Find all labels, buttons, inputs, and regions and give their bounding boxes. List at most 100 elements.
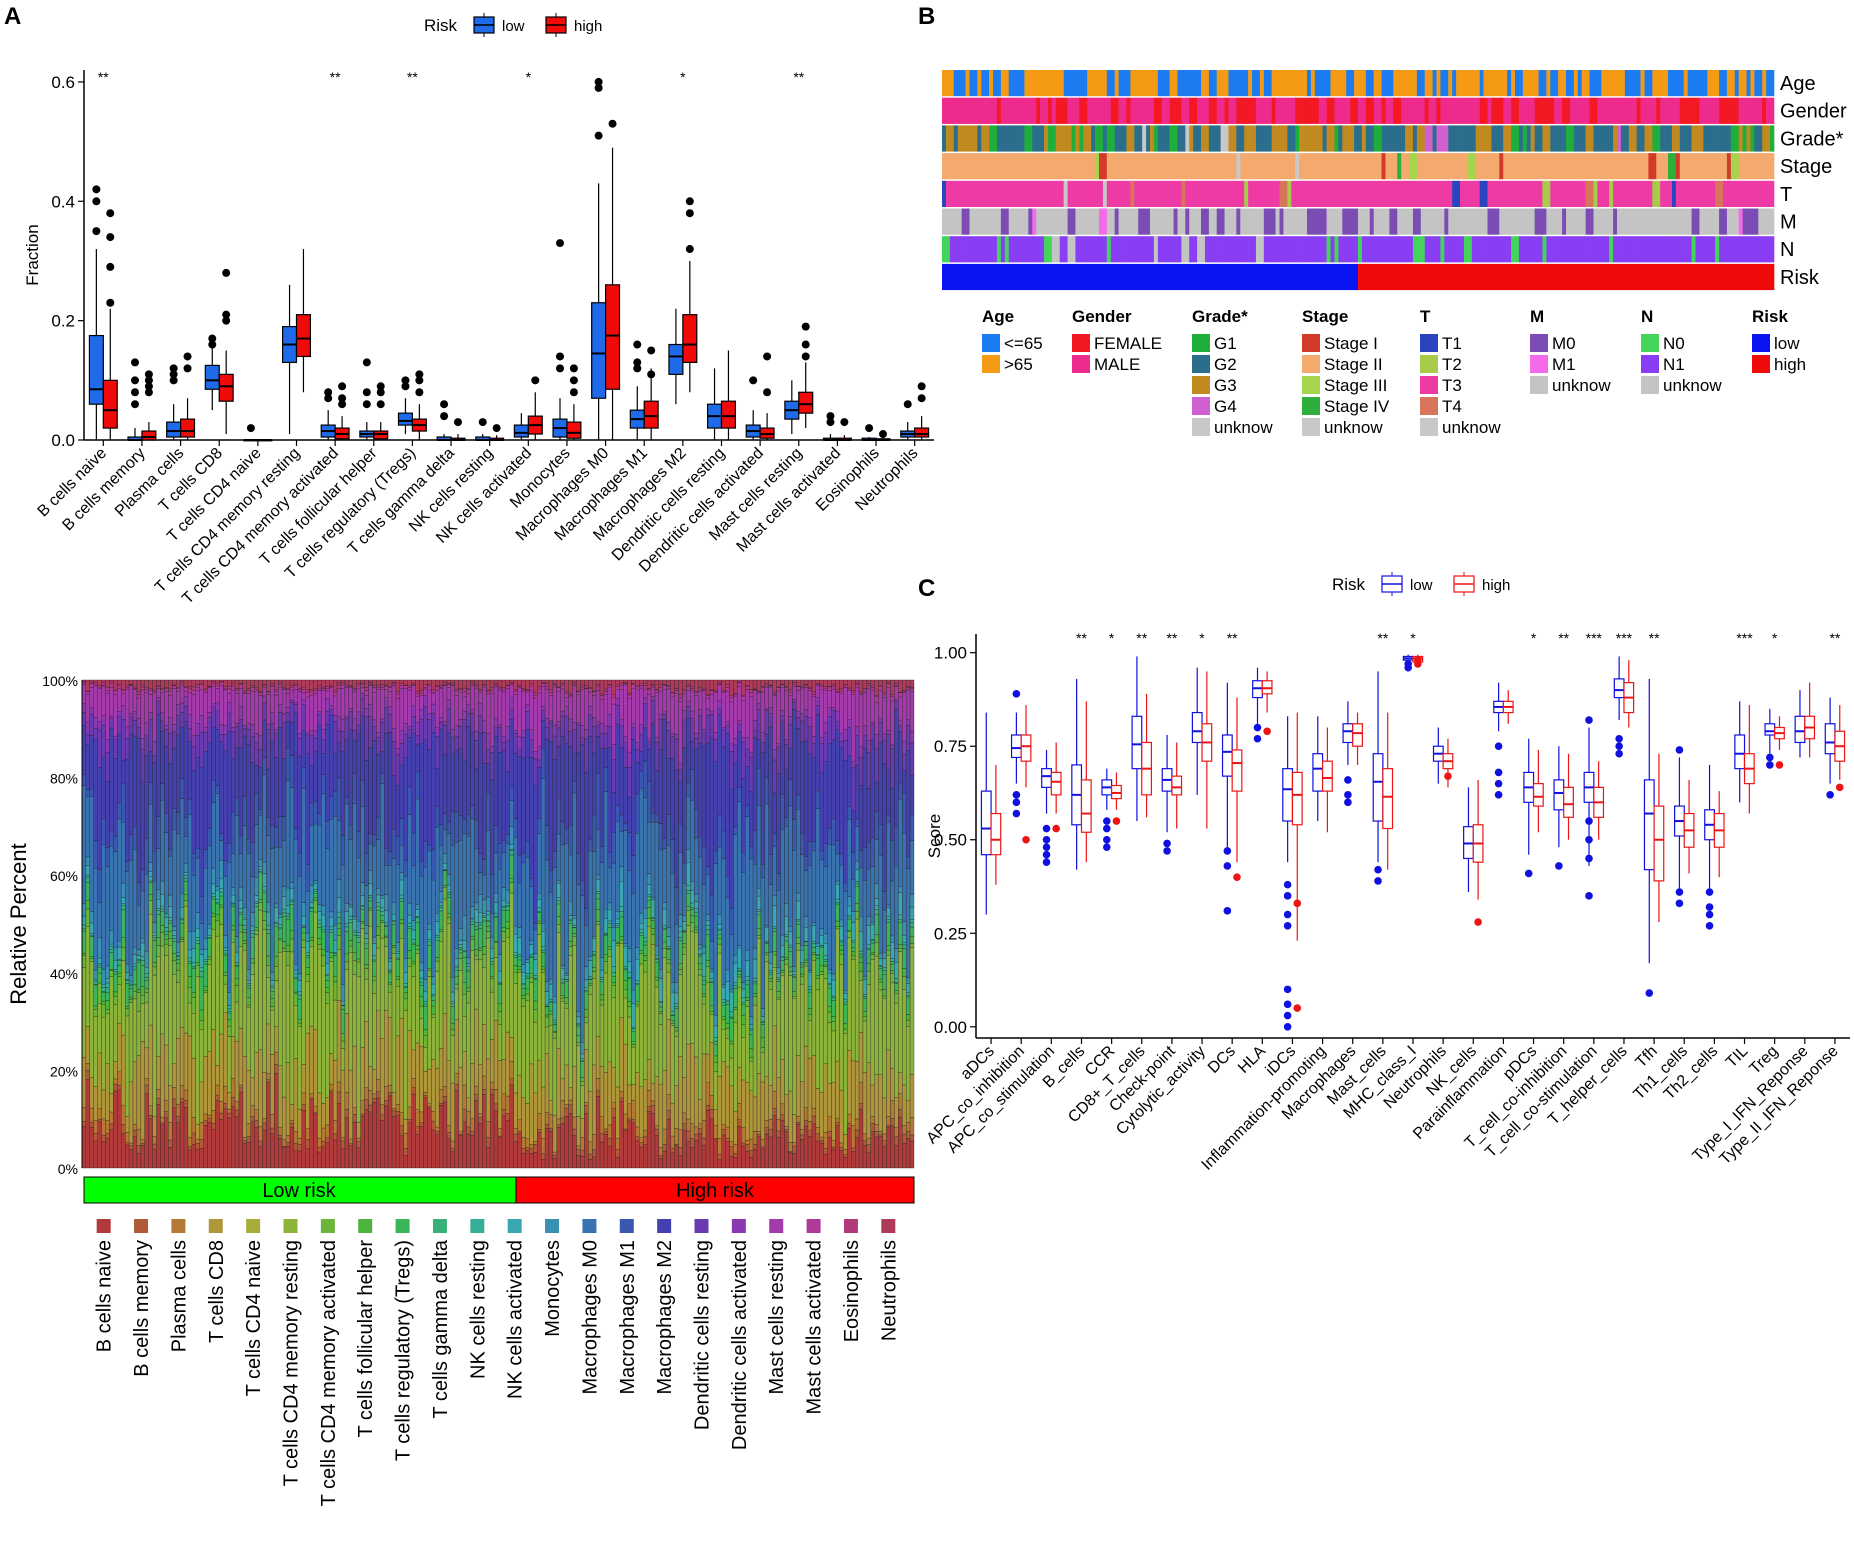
bar-segment [556, 932, 561, 1049]
bar-segment [478, 947, 483, 951]
bar-segment [301, 692, 306, 701]
bar-segment [105, 1120, 110, 1134]
bar-segment [678, 974, 683, 1057]
bar-segment [101, 818, 106, 845]
bar-segment [768, 686, 773, 708]
bar-segment [588, 1091, 593, 1143]
bar-segment [521, 1006, 526, 1099]
bar-segment [234, 693, 240, 724]
bar-segment [399, 1135, 404, 1169]
bar-segment [721, 692, 726, 728]
bar-segment [109, 1129, 114, 1169]
bar-segment [258, 766, 263, 810]
bar-segment [344, 903, 350, 912]
bar-segment [627, 1001, 632, 1007]
bar-segment [250, 958, 255, 964]
bar-segment [501, 1059, 507, 1094]
sample-bar [847, 679, 852, 1169]
bar-segment [670, 1103, 675, 1137]
bar-segment [230, 887, 236, 896]
bar-segment [768, 726, 773, 855]
bar-segment [164, 955, 169, 1046]
bar-segment [89, 687, 94, 708]
bar-segment [187, 976, 193, 988]
bar-segment [454, 690, 459, 696]
sample-bar [376, 679, 381, 1169]
bar-segment [800, 1134, 805, 1140]
bar-segment [470, 818, 475, 907]
bar-segment [497, 1003, 503, 1012]
bar-segment [521, 988, 526, 996]
bar-segment [721, 858, 726, 986]
sample-bar [136, 679, 142, 1169]
bar-segment [580, 1081, 585, 1086]
bar-segment [176, 715, 181, 735]
bar-segment [788, 1142, 793, 1152]
bar-segment [635, 748, 640, 763]
bar-segment [701, 984, 707, 994]
bar-segment [780, 793, 785, 830]
bar-segment [580, 689, 585, 726]
bar-segment [729, 991, 734, 1013]
bar-segment [788, 1152, 793, 1169]
bar-segment [325, 821, 330, 849]
bar-segment [246, 1007, 251, 1071]
bar-segment [501, 931, 507, 942]
bar-segment [576, 853, 581, 885]
bar-segment [815, 955, 820, 959]
bar-segment [521, 737, 526, 759]
bar-segment [478, 1123, 483, 1169]
bar-segment [654, 689, 660, 693]
bar-segment [670, 1152, 675, 1169]
bar-segment [121, 960, 126, 1036]
bar-segment [650, 1100, 656, 1106]
bar-segment [619, 939, 624, 944]
bar-segment [407, 957, 412, 967]
bar-segment [191, 931, 196, 949]
bar-segment [168, 855, 173, 896]
bar-segment [588, 983, 593, 986]
sample-bar [446, 679, 452, 1169]
bar-segment [109, 943, 114, 947]
bar-segment [97, 767, 102, 870]
bar-segment [556, 746, 561, 799]
bar-segment [835, 902, 840, 905]
bar-segment [690, 890, 695, 904]
bar-segment [219, 840, 224, 861]
bar-segment [297, 853, 302, 877]
bar-segment [262, 685, 267, 688]
bar-segment [454, 967, 459, 971]
bar-segment [234, 726, 240, 748]
bar-segment [262, 679, 267, 685]
sample-bar [529, 679, 534, 1169]
bar-segment [419, 743, 424, 862]
bar-segment [132, 991, 138, 1000]
bar-segment [164, 813, 169, 833]
bar-segment [458, 949, 463, 954]
bar-segment [109, 683, 114, 688]
bar-segment [450, 1148, 456, 1152]
bar-segment [85, 789, 91, 797]
bar-segment [800, 1139, 805, 1169]
bar-segment [246, 679, 251, 689]
bar-segment [179, 778, 185, 799]
bar-segment [474, 679, 479, 685]
bar-segment [340, 1048, 346, 1071]
bar-segment [823, 732, 828, 762]
bar-segment [97, 963, 102, 966]
bar-segment [713, 692, 718, 733]
bar-segment [211, 916, 216, 930]
bar-segment [854, 885, 860, 904]
bar-segment [823, 690, 828, 723]
bar-segment [168, 690, 173, 696]
bar-segment [128, 716, 134, 735]
bar-segment [540, 972, 546, 1088]
bar-segment [238, 1084, 244, 1089]
bar-segment [427, 850, 432, 925]
bar-segment [195, 937, 200, 941]
bar-segment [690, 931, 695, 1044]
bar-segment [544, 1016, 550, 1028]
bar-segment [831, 684, 836, 687]
sample-bar [81, 679, 87, 1169]
bar-segment [737, 945, 742, 949]
